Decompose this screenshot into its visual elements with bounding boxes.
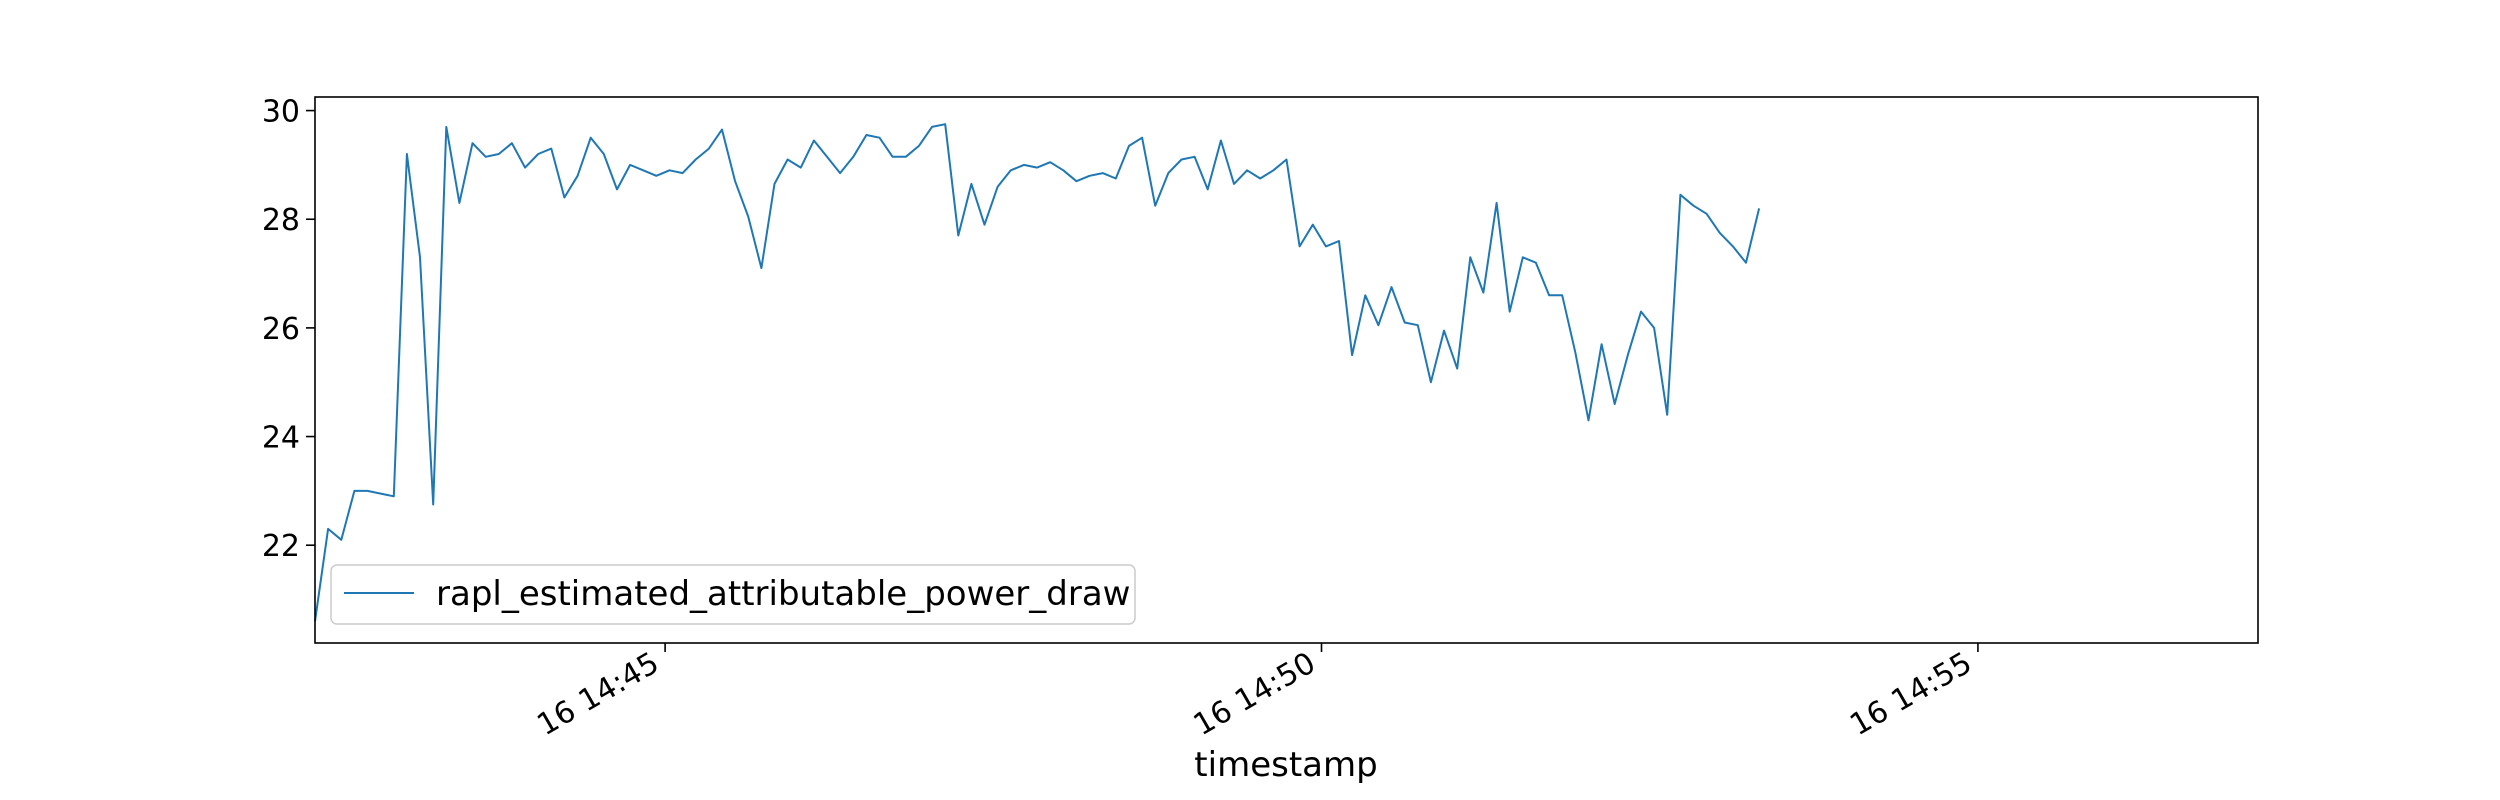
y-tick-label: 24 — [262, 421, 300, 456]
series-line — [314, 123, 1761, 622]
x-tick-label: 16 14:55 — [1844, 646, 1978, 743]
series-layer — [314, 123, 1761, 622]
x-axis: 16 14:45 16 14:50 16 14:55 — [531, 643, 1979, 743]
legend: rapl_estimated_attributable_power_draw — [330, 564, 1136, 625]
plot-area — [315, 97, 2258, 643]
y-tick-label: 22 — [262, 529, 300, 564]
plot-frame — [314, 96, 2259, 644]
x-tick-label: 16 14:50 — [1188, 646, 1322, 743]
legend-box — [330, 564, 1136, 625]
y-axis: 22 24 26 28 30 — [262, 95, 315, 564]
y-tick-label: 28 — [262, 203, 300, 238]
y-tick-label: 30 — [262, 95, 300, 130]
x-tick-label: 16 14:45 — [531, 646, 665, 743]
x-axis-title: timestamp — [1194, 745, 1377, 785]
y-tick-label: 26 — [262, 312, 300, 347]
legend-label: rapl_estimated_attributable_power_draw — [436, 574, 1131, 614]
